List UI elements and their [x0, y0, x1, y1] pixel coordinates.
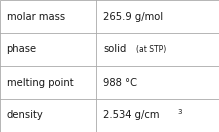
Text: 3: 3: [177, 109, 181, 115]
Text: melting point: melting point: [7, 77, 73, 88]
Text: solid: solid: [103, 44, 126, 55]
Text: molar mass: molar mass: [7, 11, 65, 22]
Text: density: density: [7, 110, 43, 121]
Text: 265.9 g/mol: 265.9 g/mol: [103, 11, 163, 22]
Text: 988 °C: 988 °C: [103, 77, 137, 88]
Text: 2.534 g/cm: 2.534 g/cm: [103, 110, 159, 121]
Text: phase: phase: [7, 44, 37, 55]
Text: (at STP): (at STP): [136, 45, 167, 54]
